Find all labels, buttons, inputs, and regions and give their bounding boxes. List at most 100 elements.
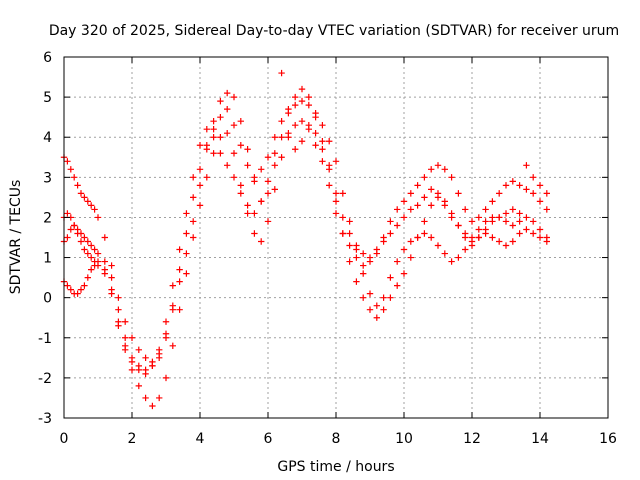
- data-point: [332, 190, 340, 197]
- data-point: [217, 97, 224, 105]
- data-point: [373, 250, 380, 257]
- data-point: [360, 262, 367, 269]
- data-point: [536, 198, 544, 205]
- data-point: [414, 234, 421, 241]
- data-point: [448, 258, 455, 265]
- x-tick-label: 16: [599, 431, 617, 447]
- data-point: [366, 290, 374, 297]
- data-point: [523, 186, 530, 193]
- data-point: [258, 166, 265, 173]
- data-point: [455, 190, 462, 197]
- data-point: [482, 206, 489, 213]
- y-tick-label: 0: [43, 291, 52, 307]
- data-point: [135, 346, 142, 354]
- data-point: [135, 366, 142, 374]
- data-point: [346, 218, 353, 225]
- data-point: [64, 210, 71, 217]
- data-point: [482, 218, 489, 225]
- data-point: [81, 194, 88, 201]
- data-point: [400, 246, 408, 253]
- data-point: [258, 238, 265, 245]
- data-point: [84, 238, 91, 245]
- data-point: [176, 266, 183, 273]
- data-point: [108, 274, 115, 281]
- x-tick-label: 2: [128, 431, 137, 447]
- data-point: [482, 226, 489, 233]
- data-point: [183, 210, 190, 217]
- data-point: [156, 346, 163, 354]
- x-tick-label: 10: [395, 431, 413, 447]
- data-point: [128, 358, 136, 366]
- data-point: [196, 142, 204, 149]
- series-satellite-track-A: [60, 97, 550, 366]
- data-point: [77, 238, 85, 245]
- y-tick-label: 5: [43, 90, 52, 106]
- data-point: [108, 290, 115, 297]
- y-tick-label: 6: [43, 50, 52, 66]
- data-point: [74, 230, 81, 237]
- data-point: [162, 374, 170, 382]
- data-point: [441, 166, 448, 173]
- data-point: [224, 105, 231, 113]
- data-point: [407, 190, 414, 197]
- data-point: [162, 318, 170, 325]
- data-point: [84, 198, 91, 205]
- data-point: [448, 174, 455, 181]
- data-point: [84, 274, 91, 281]
- data-point: [428, 202, 435, 209]
- data-point: [319, 158, 326, 165]
- y-tick-labels: -3 -2 -1 0 1 2 3 4 5 6: [38, 50, 52, 427]
- data-point: [176, 246, 183, 253]
- data-point: [380, 294, 387, 301]
- data-point: [230, 174, 238, 181]
- data-point: [169, 282, 176, 289]
- y-tick-label: -1: [38, 331, 52, 347]
- data-point: [502, 218, 510, 225]
- data-point: [387, 294, 394, 301]
- data-point: [292, 121, 299, 129]
- data-point: [502, 182, 510, 189]
- data-point: [128, 334, 136, 341]
- data-point: [428, 234, 435, 241]
- data-point: [176, 306, 183, 313]
- data-point: [203, 126, 210, 133]
- data-point: [346, 242, 353, 249]
- data-point: [530, 218, 537, 225]
- y-tick-label: -2: [38, 371, 52, 387]
- x-tick-label: 12: [463, 431, 481, 447]
- data-point: [74, 290, 81, 297]
- data-point: [366, 258, 374, 265]
- data-point: [217, 113, 224, 121]
- data-point: [360, 294, 367, 301]
- data-point: [536, 182, 544, 189]
- data-point: [360, 250, 367, 257]
- x-tick-label: 0: [60, 431, 69, 447]
- data-point: [244, 202, 251, 209]
- data-point: [496, 238, 503, 245]
- data-point: [536, 234, 544, 241]
- data-point: [108, 262, 115, 269]
- data-point: [434, 242, 442, 249]
- data-point: [271, 134, 278, 141]
- data-point: [115, 306, 122, 313]
- data-point: [285, 109, 292, 117]
- data-point: [489, 214, 496, 221]
- data-point: [428, 166, 435, 173]
- data-point: [278, 154, 285, 161]
- data-point: [91, 246, 98, 253]
- data-point: [88, 254, 95, 261]
- data-point: [441, 202, 448, 209]
- data-point: [516, 210, 523, 217]
- data-point: [264, 218, 272, 225]
- data-point: [217, 134, 224, 141]
- data-point: [230, 93, 238, 101]
- data-point: [339, 190, 346, 197]
- data-point: [543, 206, 550, 213]
- data-point: [271, 186, 278, 193]
- data-point: [448, 214, 455, 221]
- data-point: [210, 150, 217, 157]
- data-point: [305, 126, 312, 133]
- data-point: [468, 234, 476, 241]
- y-tick-label: 4: [43, 130, 52, 146]
- data-point: [230, 121, 238, 129]
